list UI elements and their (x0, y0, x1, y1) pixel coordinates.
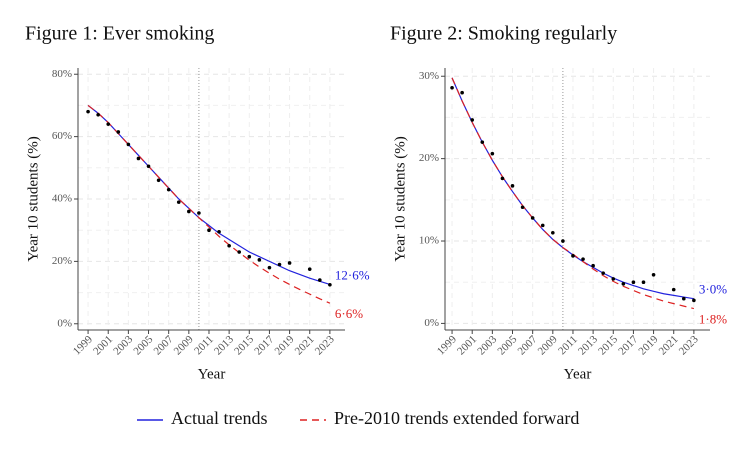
observed-point (227, 243, 231, 248)
y-tick-label: 80% (52, 68, 72, 80)
observed-point (277, 262, 282, 267)
y-tick-label: 40% (52, 193, 72, 205)
observed-point (136, 156, 141, 161)
observed-point (450, 85, 454, 90)
y-tick-label: 20% (52, 255, 72, 267)
observed-point (116, 130, 121, 134)
y-tick-label: 10% (419, 235, 439, 247)
observed-point (480, 140, 485, 144)
observed-point (328, 282, 332, 287)
x-tick-label: 2017 (252, 333, 276, 357)
x-tick-label: 2021 (293, 333, 317, 357)
x-tick-label: 2007 (152, 333, 176, 357)
end-label: 6·6% (335, 306, 363, 321)
trend-line (451, 77, 695, 310)
legend-label: Actual trends (171, 408, 267, 428)
panel-title: Figure 1: Ever smoking (25, 23, 214, 45)
x-axis-title: Year (198, 366, 226, 382)
observed-point (571, 254, 575, 258)
observed-point (692, 298, 696, 303)
observed-point (530, 216, 535, 220)
observed-point (307, 267, 312, 271)
x-tick-label: 2021 (657, 333, 681, 357)
observed-point (682, 296, 686, 301)
y-tick-label: 30% (419, 70, 439, 82)
observed-point (267, 265, 272, 270)
observed-point (561, 239, 565, 243)
observed-point (460, 90, 464, 95)
x-tick-label: 2015 (232, 333, 256, 357)
observed-point (540, 223, 545, 228)
x-tick-label: 2005 (495, 333, 519, 357)
observed-point (257, 258, 262, 262)
x-tick-label: 2019 (272, 333, 296, 357)
observed-point (207, 228, 211, 232)
x-tick-label: 2009 (536, 333, 560, 357)
observed-point (651, 272, 656, 277)
x-tick-label: 2001 (91, 333, 115, 357)
observed-point (500, 176, 505, 181)
observed-point (601, 271, 605, 275)
end-label: 3·0% (699, 282, 727, 297)
x-axis-title: Year (564, 366, 592, 382)
observed-point (237, 250, 242, 254)
legend-label: Pre-2010 trends extended forward (334, 408, 579, 428)
y-axis-title: Year 10 students (%) (25, 136, 41, 262)
y-tick-label: 20% (419, 152, 439, 164)
y-tick-label: 0% (424, 317, 439, 329)
x-tick-label: 2011 (556, 333, 580, 357)
x-tick-label: 2023 (313, 333, 337, 357)
x-tick-label: 2003 (111, 333, 135, 357)
observed-point (621, 282, 626, 286)
observed-point (318, 278, 322, 282)
observed-point (551, 230, 555, 235)
x-tick-label: 2011 (192, 333, 216, 357)
observed-point (490, 151, 495, 156)
x-tick-label: 1999 (435, 333, 459, 357)
observed-point (470, 118, 475, 122)
observed-point (126, 142, 131, 147)
x-tick-label: 2005 (131, 333, 155, 357)
x-tick-label: 2013 (576, 333, 600, 357)
observed-point (106, 122, 111, 126)
observed-point (611, 277, 616, 281)
y-tick-label: 60% (52, 130, 72, 142)
observed-point (671, 287, 676, 292)
x-tick-label: 2015 (596, 333, 620, 357)
x-tick-label: 2023 (677, 333, 701, 357)
x-tick-label: 2017 (616, 333, 640, 357)
observed-point (287, 261, 292, 265)
observed-point (96, 112, 100, 117)
x-tick-label: 2007 (516, 333, 540, 357)
observed-point (631, 280, 636, 285)
observed-point (641, 280, 646, 285)
observed-point (520, 205, 525, 210)
x-tick-label: 2001 (455, 333, 479, 357)
x-tick-label: 2013 (212, 333, 236, 357)
observed-point (197, 211, 201, 215)
observed-point (581, 257, 585, 261)
x-tick-label: 2009 (172, 333, 196, 357)
observed-point (86, 109, 90, 114)
observed-point (176, 200, 181, 204)
observed-point (187, 209, 191, 214)
panel-title: Figure 2: Smoking regularly (390, 23, 617, 45)
observed-point (166, 187, 171, 192)
y-tick-label: 0% (57, 317, 72, 329)
observed-point (156, 178, 161, 183)
x-tick-label: 1999 (71, 333, 95, 357)
end-label: 12·6% (335, 267, 370, 282)
observed-point (247, 254, 252, 259)
observed-point (217, 229, 221, 234)
end-label: 1·8% (699, 312, 727, 327)
y-axis-title: Year 10 students (%) (392, 136, 408, 262)
x-tick-label: 2019 (636, 333, 660, 357)
x-tick-label: 2003 (475, 333, 499, 357)
observed-point (591, 263, 595, 268)
observed-point (510, 184, 515, 188)
trend-line (87, 104, 331, 304)
observed-point (146, 164, 151, 169)
